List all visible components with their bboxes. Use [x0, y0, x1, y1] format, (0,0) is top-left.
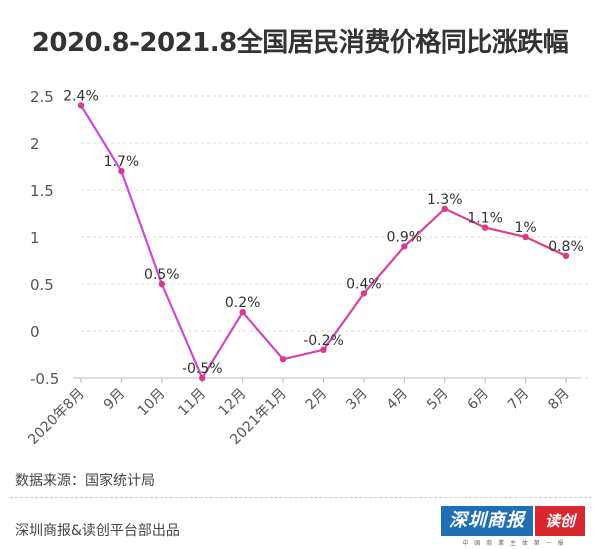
data-point: [441, 205, 448, 212]
y-tick-label: 0.5: [30, 276, 54, 294]
y-tick-label: 2: [30, 135, 40, 153]
data-label: -0.5%: [182, 361, 223, 377]
data-source-note: 数据来源：国家统计局: [15, 473, 155, 489]
logo-app-text: 读创: [535, 506, 585, 536]
y-tick-label: 0: [30, 323, 40, 341]
publisher-credit: 深圳商报&读创平台部出品: [15, 523, 180, 539]
x-tick-label: 12月: [216, 386, 250, 420]
data-point: [239, 309, 246, 316]
x-tick-label: 9月: [101, 386, 129, 414]
data-label: -0.2%: [303, 333, 344, 349]
y-tick-label: 1: [30, 229, 40, 247]
y-tick-label: 1.5: [30, 182, 54, 200]
data-point: [77, 102, 85, 109]
data-label: 0.2%: [225, 295, 261, 311]
x-tick-label: 4月: [384, 386, 412, 414]
data-point: [522, 233, 529, 241]
data-label: 1.7%: [104, 154, 140, 170]
data-label: 0.9%: [387, 229, 423, 245]
x-tick-label: 5月: [424, 386, 452, 414]
data-point: [158, 280, 166, 288]
x-tick-label: 2月: [303, 386, 331, 414]
x-tick-label: 10月: [135, 386, 169, 420]
chart-title: 2020.8-2021.8全国居民消费价格同比涨跌幅: [31, 28, 569, 58]
data-point: [279, 356, 287, 363]
footer-divider: [10, 497, 592, 498]
data-point: [320, 346, 327, 353]
x-tick-label: 7月: [505, 386, 533, 414]
newspaper-logo: 深圳商报 读创 中 国 商 業 主 体 第 一 报: [441, 506, 587, 547]
x-tick-label: 6月: [464, 386, 492, 414]
data-point: [360, 290, 368, 297]
data-point: [481, 224, 489, 231]
data-point: [401, 243, 408, 250]
data-label: 0.4%: [346, 276, 382, 292]
x-tick-label: 8月: [545, 386, 573, 414]
data-label: 1.1%: [467, 211, 503, 227]
logo-subtitle: 中 国 商 業 主 体 第 一 报: [462, 540, 566, 547]
x-tick-label: 11月: [175, 386, 209, 420]
data-point: [118, 168, 125, 175]
logo-main-text: 深圳商报: [441, 506, 533, 536]
data-label: 1%: [514, 220, 536, 236]
x-tick-label: 2020年8月: [25, 386, 88, 449]
data-label: 1.3%: [427, 192, 463, 208]
y-tick-label: -0.5: [30, 370, 59, 388]
data-label: 0.8%: [548, 239, 584, 255]
x-tick-label: 3月: [343, 386, 371, 414]
data-label: 2.4%: [63, 88, 99, 104]
data-point: [199, 374, 206, 382]
y-tick-label: 2.5: [30, 88, 54, 106]
data-label: 0.5%: [144, 267, 180, 283]
data-point: [562, 252, 570, 259]
